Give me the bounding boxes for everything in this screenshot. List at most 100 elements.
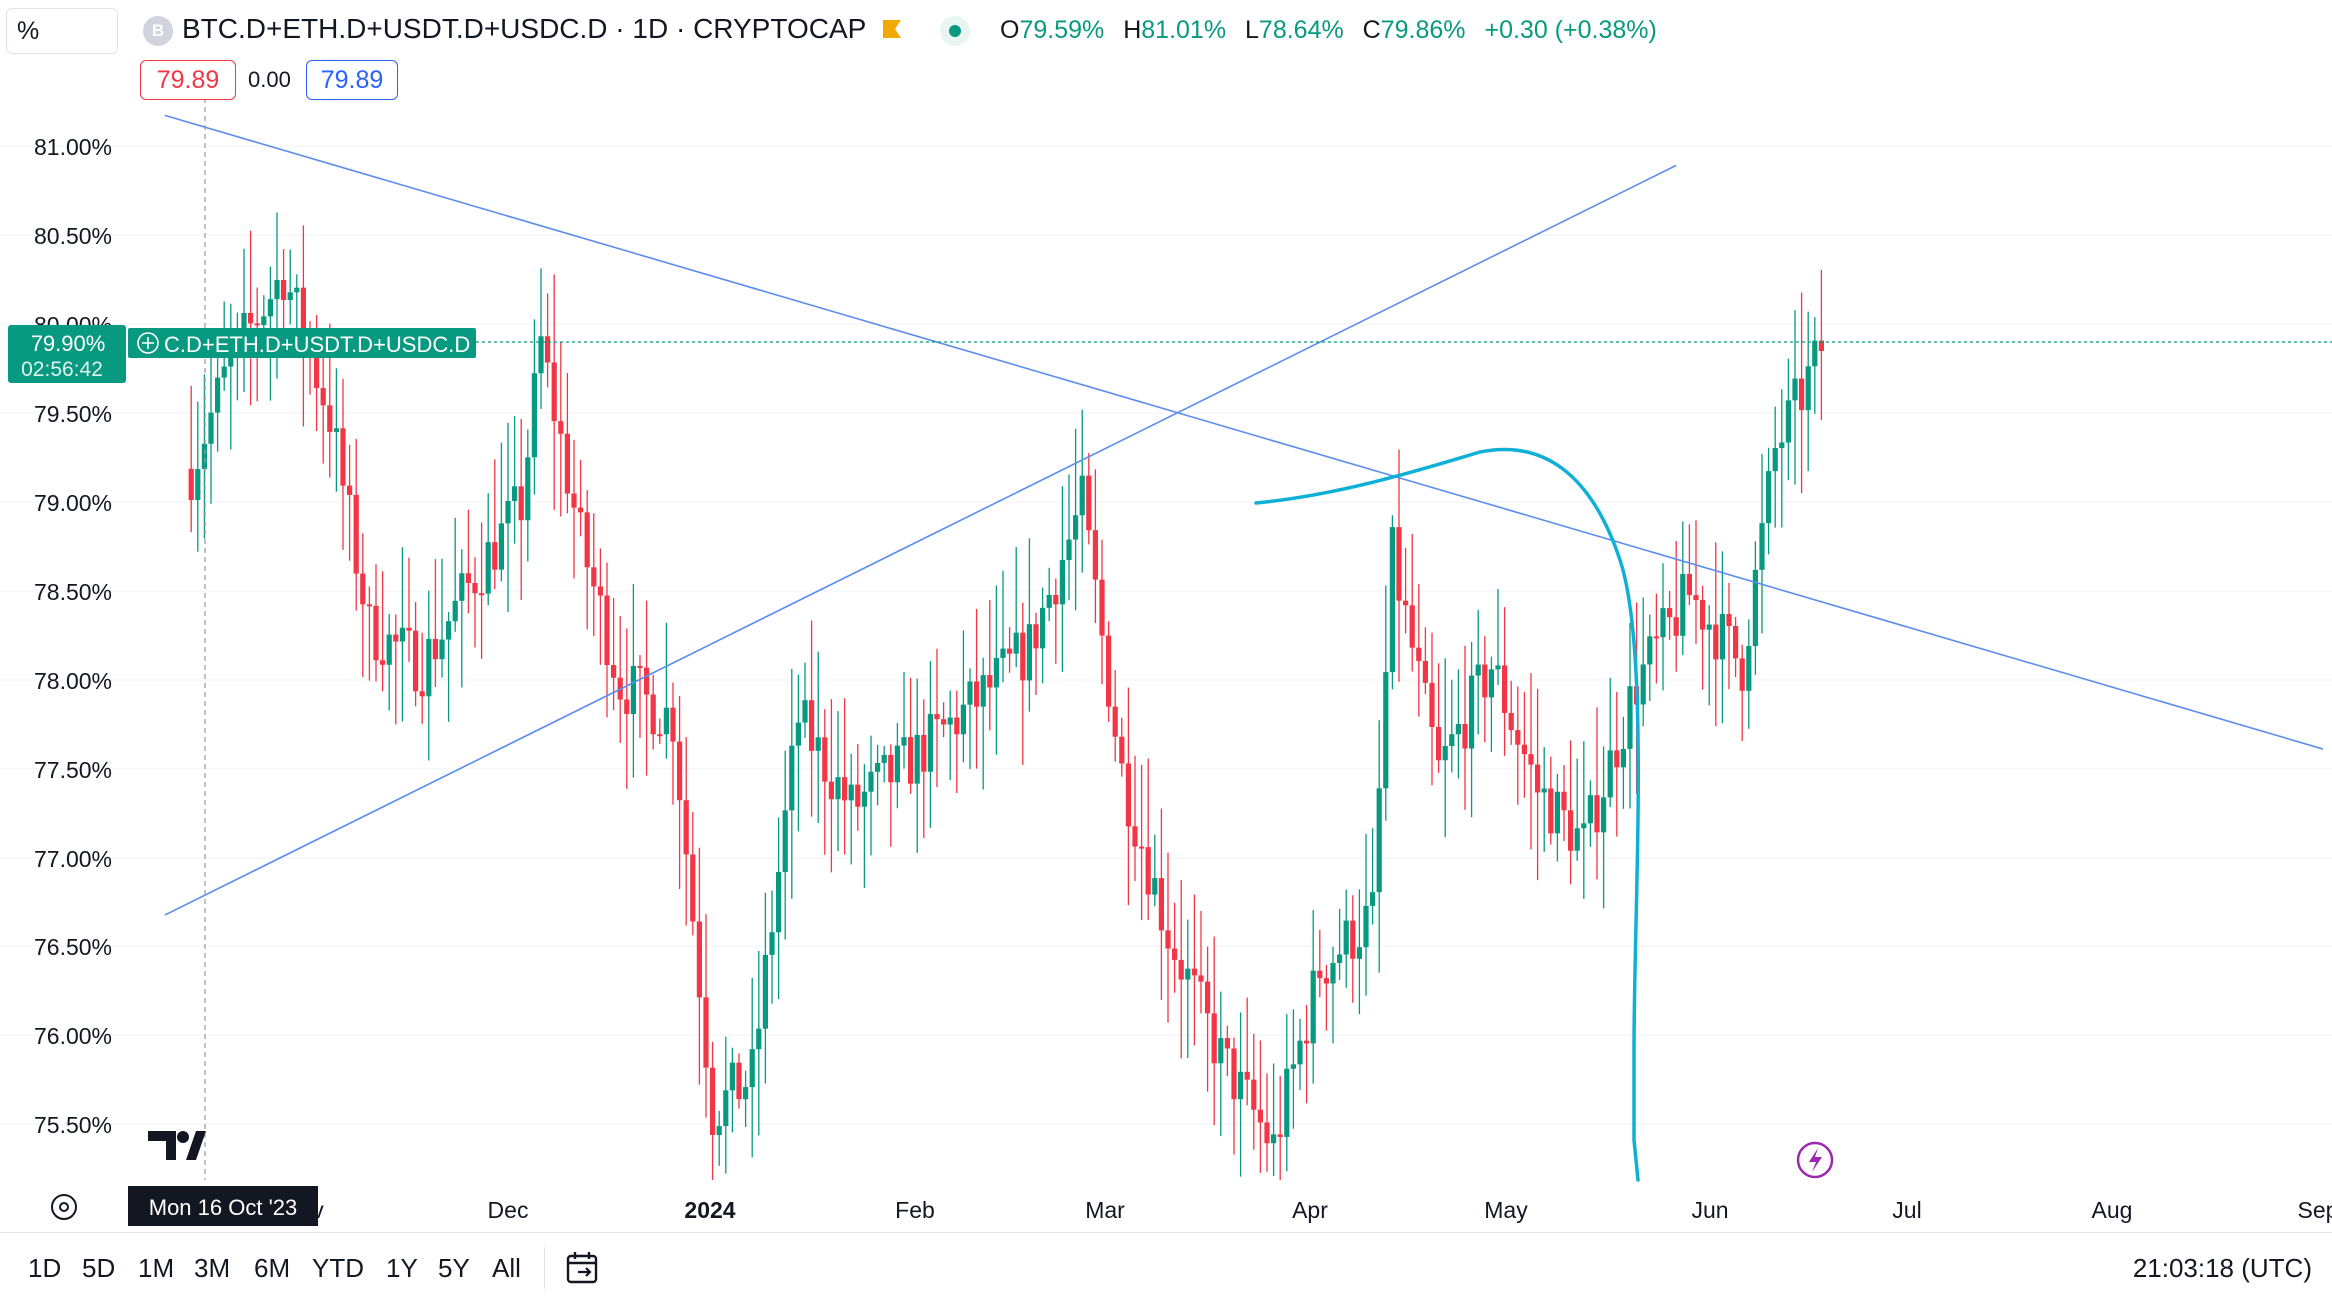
candle-body xyxy=(327,405,333,432)
candle-body xyxy=(1607,750,1613,798)
candle-body xyxy=(1165,930,1171,949)
candle-body xyxy=(1218,1038,1224,1064)
flag-icon[interactable] xyxy=(880,18,904,40)
sell-price-button[interactable]: 79.89 xyxy=(140,60,236,100)
market-status-icon xyxy=(940,16,970,46)
candle-body xyxy=(439,639,445,660)
range-button-1m[interactable]: 1M xyxy=(138,1253,175,1283)
candle-body xyxy=(1079,475,1085,516)
y-axis-label: 76.00% xyxy=(34,1023,112,1049)
candle-body xyxy=(248,312,254,324)
x-axis-label: Dec xyxy=(488,1197,529,1223)
y-axis-label: 81.00% xyxy=(34,134,112,160)
range-button-3m[interactable]: 3M xyxy=(194,1253,231,1283)
candle-body xyxy=(875,762,881,772)
percent-scale-button[interactable]: % xyxy=(6,8,118,54)
candle-body xyxy=(1601,797,1607,833)
x-axis-label: Jul xyxy=(1892,1197,1921,1223)
candle-body xyxy=(743,1087,749,1100)
range-button-all[interactable]: All xyxy=(492,1253,521,1283)
candle-body xyxy=(1053,594,1059,605)
range-button-5d[interactable]: 5D xyxy=(82,1253,116,1283)
candle-body xyxy=(366,604,372,607)
series-tag-label: C.D+ETH.D+USDT.D+USDC.D xyxy=(164,332,470,357)
candle-body xyxy=(201,443,207,470)
candle-body xyxy=(848,784,854,801)
candle-body xyxy=(1766,471,1772,524)
candle-body xyxy=(1436,726,1442,761)
candle-body xyxy=(1733,625,1739,659)
candle-body xyxy=(1462,723,1468,749)
candle-body xyxy=(538,336,544,374)
candle-body xyxy=(1026,624,1032,681)
candle-body xyxy=(842,777,848,801)
freehand-curve xyxy=(1254,447,1641,1182)
range-button-1y[interactable]: 1Y xyxy=(386,1253,418,1283)
range-button-5y[interactable]: 5Y xyxy=(438,1253,470,1283)
candle-body xyxy=(1554,791,1560,834)
candle-body xyxy=(716,1126,722,1136)
y-axis-label: 75.50% xyxy=(34,1112,112,1138)
range-button-1d[interactable]: 1D xyxy=(28,1253,62,1283)
y-axis-labels: 81.00%80.50%80.00%79.50%79.00%78.50%78.0… xyxy=(34,134,112,1138)
candle-body xyxy=(1158,878,1164,931)
range-button-6m[interactable]: 6M xyxy=(254,1253,291,1283)
candle-body xyxy=(1627,686,1633,749)
candle-body xyxy=(564,433,570,494)
candle-body xyxy=(413,630,419,692)
candle-body xyxy=(571,493,577,508)
candle-body xyxy=(1541,788,1547,793)
candle-body xyxy=(1198,975,1204,982)
candle-body xyxy=(855,784,861,807)
low-value: 78.64% xyxy=(1258,16,1344,44)
candle-body xyxy=(459,573,465,601)
candle-body xyxy=(1132,826,1138,847)
candle-body xyxy=(578,507,584,513)
x-axis-labels: vDec2024FebMarAprMayJunJulAugSep xyxy=(312,1197,2332,1223)
utc-clock[interactable]: 21:03:18 (UTC) xyxy=(2132,1253,2312,1283)
candle-body xyxy=(221,366,227,378)
candle-body xyxy=(393,634,399,642)
candle-body xyxy=(1528,754,1534,765)
crosshair-date-label: Mon 16 Oct '23 xyxy=(149,1195,298,1220)
candle-body xyxy=(1581,823,1587,829)
candle-body xyxy=(947,717,953,725)
candle-body xyxy=(967,681,973,705)
candle-body xyxy=(1185,968,1191,980)
candle-body xyxy=(1389,527,1395,673)
lightning-icon xyxy=(1796,1141,1834,1179)
candle-body xyxy=(934,714,940,720)
candle-body xyxy=(1475,664,1481,676)
range-button-ytd[interactable]: YTD xyxy=(312,1253,364,1283)
candle-body xyxy=(1178,959,1184,980)
date-range-icon[interactable] xyxy=(564,1249,602,1287)
candle-body xyxy=(1409,605,1415,648)
candle-body xyxy=(380,660,386,665)
candle-body xyxy=(624,699,630,714)
candle-body xyxy=(1040,607,1046,649)
buy-price-button[interactable]: 79.89 xyxy=(306,60,398,100)
price-chart[interactable]: 81.00%80.50%80.00%79.50%79.00%78.50%78.0… xyxy=(0,0,2332,1232)
tradingview-logo-icon xyxy=(148,1131,206,1160)
y-axis-label: 77.50% xyxy=(34,757,112,783)
crosshair-date-box xyxy=(128,1186,318,1226)
candle-body xyxy=(1231,1048,1237,1100)
last-price-tag xyxy=(8,325,126,383)
candle-body xyxy=(683,800,689,855)
open-value: 79.59% xyxy=(1019,16,1105,44)
candle-body xyxy=(406,627,412,631)
symbol-title[interactable]: BTC.D+ETH.D+USDT.D+USDC.D · 1D · CRYPTOC… xyxy=(182,13,867,44)
trendline xyxy=(164,114,2324,750)
candle-body xyxy=(1376,788,1382,893)
candle-body xyxy=(1495,665,1501,670)
candle-body xyxy=(980,675,986,707)
candle-body xyxy=(637,665,643,668)
candle-body xyxy=(1818,340,1824,351)
last-price-label: 79.90% xyxy=(31,331,106,356)
candle-body xyxy=(1396,527,1402,601)
candle-body xyxy=(545,336,551,363)
candle-body xyxy=(1561,791,1567,811)
candle-body xyxy=(1099,579,1105,636)
candle-body xyxy=(1284,1068,1290,1137)
